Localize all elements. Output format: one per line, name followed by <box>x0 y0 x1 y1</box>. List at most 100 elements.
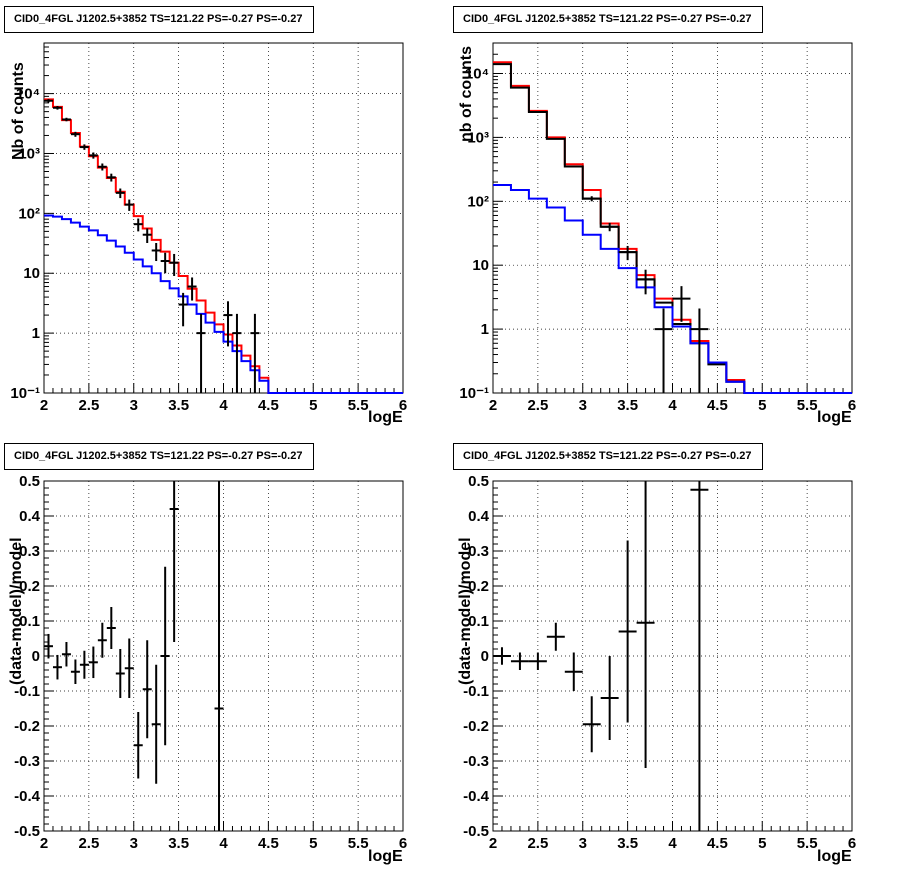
plot-title: CID0_4FGL J1202.5+3852 TS=121.22 PS=-0.2… <box>453 443 763 470</box>
counts-plot-right: 2 2.5 3 3.5 4 4.5 5 5.5 6 10⁻¹ 1 10 10² 10³ 10⁴ <box>459 42 856 414</box>
series-line <box>44 214 403 394</box>
residual-point <box>70 659 80 684</box>
residual-point <box>214 481 224 831</box>
data-point <box>79 144 89 150</box>
x-tick-label: 3.5 <box>617 397 638 414</box>
x-tick-label: 2.5 <box>78 835 99 852</box>
x-tick-label: 5 <box>309 835 317 852</box>
residual-plot-left: 2 2.5 3 3.5 4 4.5 5 5.5 6 -0.5 -0.4 -0.3 -0.2 -0.1 0 0.… <box>14 473 407 852</box>
y-axis-label: nb of counts <box>458 46 475 142</box>
y-tick-label: 0.2 <box>468 578 489 595</box>
x-tick-label: 2 <box>489 835 497 852</box>
y-tick-label: 10 <box>472 257 489 274</box>
x-tick-label: 4.5 <box>258 835 279 852</box>
residual-point <box>169 481 179 642</box>
data-point <box>115 188 125 199</box>
residual-point <box>618 540 637 723</box>
y-tick-label: -0.2 <box>463 718 489 735</box>
y-tick-label: -0.4 <box>463 788 490 805</box>
x-tick-label: 3 <box>579 397 587 414</box>
x-tick-label: 6 <box>848 397 856 414</box>
residual-point <box>61 642 71 667</box>
x-tick-label: 5.5 <box>348 397 369 414</box>
data-point <box>61 117 71 122</box>
y-tick-label: 10³ <box>18 145 40 162</box>
y-tick-label: 0.2 <box>19 578 40 595</box>
data-point <box>70 131 80 137</box>
data-point <box>187 277 197 301</box>
residual-panel-right: 2 2.5 3 3.5 4 4.5 5 5.5 6 -0.5 -0.4 -0.3 -0.2 -0.1 0 0.… <box>449 437 898 875</box>
y-tick-label: 0 <box>32 648 40 665</box>
residual-point <box>133 712 143 779</box>
y-tick-label: -0.3 <box>463 753 489 770</box>
data-point <box>160 252 170 274</box>
y-tick-label: -0.1 <box>463 683 489 700</box>
y-tick-label: -0.5 <box>463 823 489 840</box>
residual-point <box>106 607 116 649</box>
series-line <box>493 183 852 394</box>
data-point <box>142 228 152 243</box>
x-tick-label: 2 <box>489 397 497 414</box>
data-point <box>223 301 233 347</box>
residual-point <box>690 481 709 831</box>
x-tick-label: 4 <box>668 397 677 414</box>
counts-panel-right: 2 2.5 3 3.5 4 4.5 5 5.5 6 10⁻¹ 1 10 10² 10³ 10⁴ CID0_4… <box>449 0 898 437</box>
residual-point <box>528 652 547 670</box>
x-tick-label: 5.5 <box>797 835 818 852</box>
y-tick-label: 0.5 <box>468 473 489 490</box>
x-tick-label: 5 <box>309 397 317 414</box>
x-tick-label: 5.5 <box>797 397 818 414</box>
y-tick-label: 10⁴ <box>465 65 489 82</box>
data-point <box>88 152 98 159</box>
x-tick-label: 4.5 <box>707 835 728 852</box>
y-tick-label: -0.3 <box>14 753 40 770</box>
x-tick-label: 4.5 <box>707 397 728 414</box>
x-tick-label: 2 <box>40 835 48 852</box>
x-tick-label: 2.5 <box>78 397 99 414</box>
y-tick-label: 0.4 <box>19 508 41 525</box>
x-tick-label: 2.5 <box>527 835 548 852</box>
x-tick-label: 2.5 <box>527 397 548 414</box>
y-tick-label: 10² <box>18 205 40 222</box>
y-tick-label: 10³ <box>467 129 489 146</box>
residual-point <box>151 664 161 784</box>
data-point <box>250 313 260 393</box>
residual-point <box>142 640 152 739</box>
x-tick-label: 6 <box>399 835 407 852</box>
y-axis-label: (data-model)/model <box>8 537 25 685</box>
data-point <box>44 99 53 103</box>
counts-panel-left: 2 2.5 3 3.5 4 4.5 5 5.5 6 10⁻¹ 1 10 10² 10³ 10⁴ CID0_4… <box>0 0 449 437</box>
y-tick-label: 10² <box>467 193 489 210</box>
y-tick-label: 0.4 <box>468 508 490 525</box>
y-tick-label: 1 <box>481 321 489 338</box>
plot-frame <box>492 42 853 394</box>
x-tick-label: 4 <box>668 835 677 852</box>
data-point <box>600 222 619 232</box>
x-tick-label: 4.5 <box>258 397 279 414</box>
y-tick-label: 10⁴ <box>16 86 40 103</box>
plot-title: CID0_4FGL J1202.5+3852 TS=121.22 PS=-0.2… <box>453 6 763 33</box>
residual-plot-right: 2 2.5 3 3.5 4 4.5 5 5.5 6 -0.5 -0.4 -0.3 -0.2 -0.1 0 0.… <box>463 473 856 852</box>
residual-point <box>546 622 565 651</box>
y-axis-label: (data-model)/model <box>457 537 474 685</box>
data-point <box>124 199 134 211</box>
data-point <box>169 253 179 276</box>
y-tick-label: 1 <box>32 325 40 342</box>
data-point <box>151 242 161 262</box>
residual-point <box>564 652 583 691</box>
x-tick-label: 5.5 <box>348 835 369 852</box>
y-tick-label: -0.4 <box>14 788 41 805</box>
data-point <box>133 218 143 232</box>
y-axis-label: Nb of counts <box>10 62 27 160</box>
x-tick-label: 5 <box>758 397 766 414</box>
residual-point <box>44 633 53 659</box>
x-axis-label: logE <box>817 848 852 865</box>
y-tick-label: -0.1 <box>14 683 40 700</box>
y-tick-label: 0 <box>481 648 489 665</box>
x-tick-label: 3 <box>130 397 138 414</box>
residual-point <box>600 656 619 740</box>
x-tick-label: 2 <box>40 397 48 414</box>
data-point <box>178 292 188 327</box>
x-tick-label: 4 <box>219 397 228 414</box>
data-point <box>196 313 206 393</box>
